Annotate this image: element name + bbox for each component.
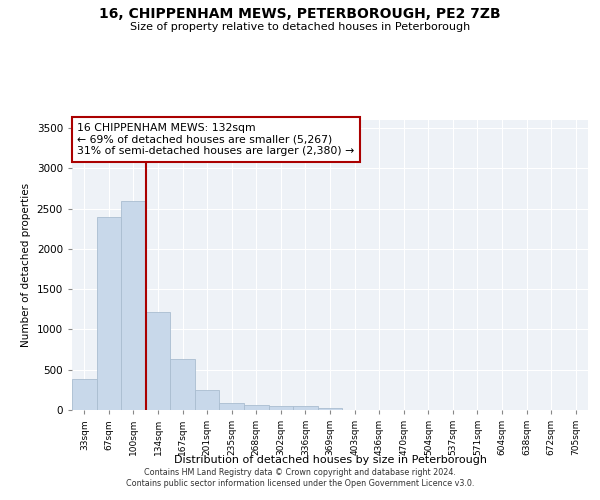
Text: Distribution of detached houses by size in Peterborough: Distribution of detached houses by size … <box>173 455 487 465</box>
Bar <box>269 406 293 410</box>
Bar <box>318 408 342 410</box>
Bar <box>244 405 269 410</box>
Bar <box>220 403 244 410</box>
Bar <box>97 216 121 410</box>
Bar <box>121 200 146 410</box>
Text: Size of property relative to detached houses in Peterborough: Size of property relative to detached ho… <box>130 22 470 32</box>
Bar <box>72 378 97 410</box>
Bar <box>195 390 220 410</box>
Text: 16 CHIPPENHAM MEWS: 132sqm
← 69% of detached houses are smaller (5,267)
31% of s: 16 CHIPPENHAM MEWS: 132sqm ← 69% of deta… <box>77 123 355 156</box>
Y-axis label: Number of detached properties: Number of detached properties <box>21 183 31 347</box>
Text: 16, CHIPPENHAM MEWS, PETERBOROUGH, PE2 7ZB: 16, CHIPPENHAM MEWS, PETERBOROUGH, PE2 7… <box>99 8 501 22</box>
Text: Contains HM Land Registry data © Crown copyright and database right 2024.
Contai: Contains HM Land Registry data © Crown c… <box>126 468 474 487</box>
Bar <box>170 359 195 410</box>
Bar <box>146 312 170 410</box>
Bar <box>293 406 318 410</box>
